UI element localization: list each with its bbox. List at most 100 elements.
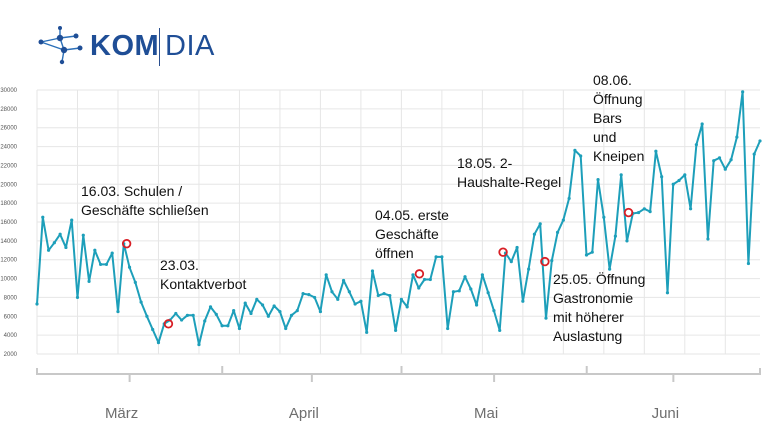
data-point [463,275,467,279]
data-point [58,232,62,236]
data-point [625,239,629,243]
data-point [341,278,346,283]
logo-text-dia: DIA [165,30,215,62]
data-point [700,122,704,126]
data-point [752,152,756,156]
data-point [544,316,548,320]
data-point [353,302,357,306]
data-point [110,251,114,255]
data-point [81,233,85,237]
data-point [208,305,213,309]
data-point [70,218,74,222]
data-point [457,289,461,293]
data-point [694,143,698,147]
data-point [688,207,693,211]
event-marker [498,247,508,257]
data-point [151,327,155,332]
data-point [365,330,369,334]
data-point [706,237,710,241]
data-point [75,295,80,300]
data-point [550,259,554,263]
data-point [399,297,403,301]
data-point [561,218,565,222]
data-point [422,277,427,282]
data-point [671,182,675,186]
event-marker [540,256,550,267]
data-point [717,156,722,160]
y-axis: 2000 4000 6000 8000 10000 12000 14000 16000 1800… [0,88,17,358]
data-point [388,293,392,298]
data-point [642,207,646,211]
x-axis: März April Mai Juni [36,366,761,422]
data-point [521,299,525,303]
y-tick-label: 6000 [4,314,18,320]
data-point [532,232,537,236]
data-point [278,309,282,314]
data-point [237,326,242,331]
data-point [139,300,143,304]
month-label: Juni [652,405,680,422]
data-point [156,341,161,345]
data-point [677,178,681,183]
annotation-contact-ban: 23.03. Kontaktverbot [160,257,247,292]
data-point [145,314,149,318]
data-point [243,301,247,305]
data-point [394,328,398,333]
data-point [301,292,305,296]
data-point [735,135,739,139]
data-point [515,245,519,250]
data-point [324,273,328,277]
data-point [712,159,716,163]
data-point [660,175,664,179]
data-point [359,299,363,303]
y-tick-label: 22000 [0,163,17,169]
data-point [469,287,473,291]
data-point [232,309,236,313]
data-point [87,279,91,283]
y-tick-label: 20000 [0,182,17,188]
event-marker [163,319,174,329]
data-point [573,148,577,152]
data-point [104,262,109,267]
data-point [382,292,386,296]
data-point [289,313,294,317]
komdia-logo: KOM DIA [38,24,228,70]
event-marker [623,207,634,218]
data-point [555,230,560,234]
data-point [758,139,762,143]
y-tick-label: 30000 [0,88,17,94]
data-point [260,303,265,307]
data-point [446,326,450,331]
data-point [99,262,103,267]
annotation-first-shops-open: 04.05. erste Geschäfte öffnen [375,207,449,261]
annotation-gastronomy-opening: 25.05. Öffnung Gastronomie mit höherer A… [553,271,646,344]
data-point [307,293,311,297]
y-tick-label: 16000 [0,220,17,226]
data-point [498,328,502,333]
data-point [284,326,288,331]
data-point [746,261,751,266]
y-tick-label: 14000 [0,239,17,245]
data-point [46,248,51,252]
data-point [174,311,178,316]
annotation-two-households-rule: 18.05. 2- Haushalte-Regel [457,155,562,190]
data-point [336,297,340,301]
data-point [608,267,612,271]
data-point [584,253,589,257]
y-tick-label: 18000 [0,201,17,207]
data-point [347,290,351,294]
data-point [295,309,299,313]
y-tick-label: 24000 [0,145,17,151]
data-point [480,273,484,277]
data-point [214,312,218,316]
annotation-schools-closed: 16.03. Schulen / Geschäfte schließen [81,183,209,218]
data-point [35,302,39,306]
data-point [602,215,606,219]
data-point [741,90,745,94]
data-point [527,267,531,271]
data-point [648,210,652,214]
y-tick-label: 4000 [4,333,18,339]
x-axis-bracket [36,368,761,375]
y-tick-label: 10000 [0,277,17,283]
event-markers [121,207,634,329]
